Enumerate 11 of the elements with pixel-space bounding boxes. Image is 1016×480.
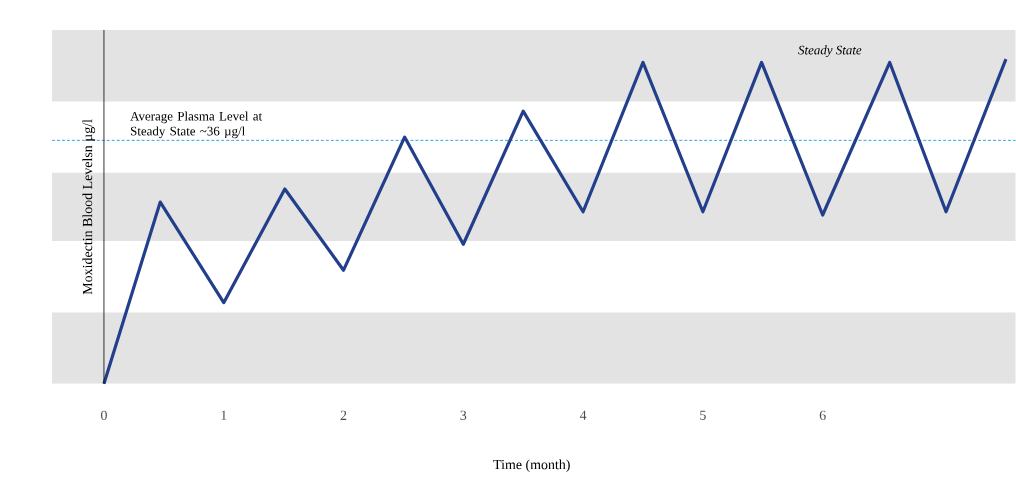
x-tick-label: 0	[101, 410, 107, 421]
x-axis-title: Time (month)	[493, 459, 570, 473]
x-tick-label: 2	[340, 410, 347, 420]
text: Steady State	[798, 45, 862, 58]
y-axis-title: Moxidectin Blood Levelsn µg/l	[82, 119, 96, 295]
ref-line-label: Average Plasma Level at Steady State ~36 µg/l	[130, 111, 263, 139]
x-tick-label: 4	[579, 410, 587, 420]
x-tick-label: 5	[700, 410, 706, 421]
x-tick-label: 1	[221, 410, 227, 420]
x-tick-label: 3	[460, 410, 467, 421]
x-tick-label: 6	[819, 410, 826, 421]
